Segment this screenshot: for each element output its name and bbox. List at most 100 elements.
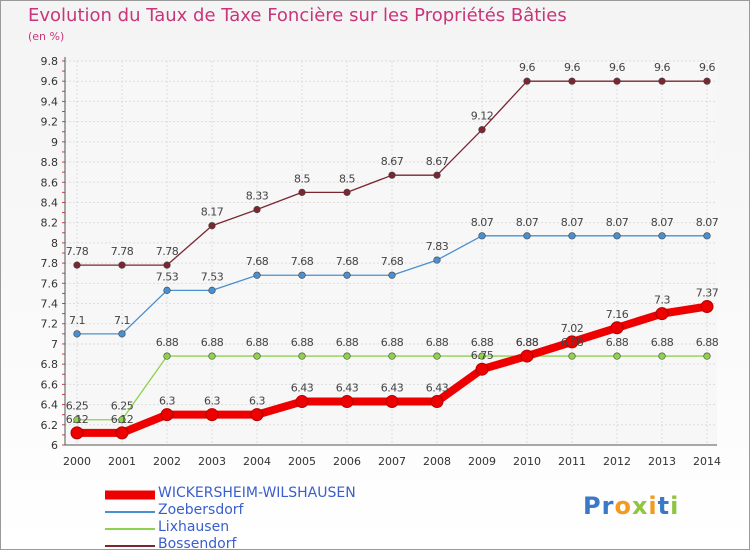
legend-swatch	[105, 510, 155, 513]
data-point-1	[388, 271, 396, 279]
data-label-1: 7.68	[336, 255, 359, 268]
data-label-2: 6.25	[66, 400, 89, 413]
x-tick-label: 2010	[513, 455, 541, 468]
data-point-2	[613, 352, 621, 360]
data-point-2	[208, 352, 216, 360]
data-point-1	[568, 232, 576, 240]
y-tick-label: 6.6	[41, 378, 59, 391]
data-label-1: 8.07	[561, 216, 584, 229]
data-label-1: 7.68	[246, 255, 269, 268]
proxiti-logo: Proxiti	[583, 492, 680, 520]
data-point-0	[610, 321, 624, 335]
data-label-0: 6.3	[204, 395, 220, 408]
data-point-3	[343, 188, 351, 196]
data-label-2: 6.88	[291, 336, 314, 349]
y-tick-label: 7.6	[41, 277, 59, 290]
x-tick-label: 2013	[648, 455, 676, 468]
data-label-2: 6.88	[516, 336, 539, 349]
data-label-3: 8.5	[294, 172, 310, 185]
data-point-3	[208, 222, 216, 230]
data-point-1	[523, 232, 531, 240]
y-tick-label: 7.2	[41, 318, 59, 331]
data-label-3: 7.78	[156, 245, 179, 258]
data-point-2	[73, 416, 81, 424]
data-point-2	[568, 352, 576, 360]
data-point-3	[73, 261, 81, 269]
data-label-0: 6.12	[111, 413, 134, 426]
data-label-3: 9.12	[471, 110, 494, 123]
data-point-2	[478, 352, 486, 360]
data-point-0	[385, 395, 399, 409]
data-point-0	[565, 335, 579, 349]
y-tick-label: 9.8	[41, 55, 59, 68]
data-point-2	[118, 416, 126, 424]
y-tick-label: 6.2	[41, 419, 59, 432]
data-point-1	[703, 232, 711, 240]
data-point-3	[163, 261, 171, 269]
x-tick-label: 2003	[198, 455, 226, 468]
data-point-1	[118, 330, 126, 338]
x-tick-label: 2007	[378, 455, 406, 468]
data-label-2: 6.25	[111, 400, 134, 413]
data-point-1	[208, 286, 216, 294]
chart-title: Evolution du Taux de Taxe Foncière sur l…	[28, 5, 567, 26]
x-tick-label: 2004	[243, 455, 271, 468]
data-label-1: 7.1	[69, 314, 85, 327]
x-tick-label: 2014	[693, 455, 721, 468]
data-point-3	[253, 205, 261, 214]
data-point-0	[520, 349, 534, 363]
data-label-2: 6.88	[336, 336, 359, 349]
data-point-3	[658, 77, 666, 85]
data-label-2: 6.88	[561, 336, 584, 349]
legend-swatch	[105, 490, 155, 499]
y-tick-label: 8	[51, 237, 58, 250]
data-label-2: 6.88	[471, 336, 494, 349]
data-point-1	[253, 271, 261, 279]
data-label-1: 7.1	[114, 314, 130, 327]
data-point-0	[205, 408, 219, 422]
data-point-2	[703, 352, 711, 360]
data-label-0: 6.3	[249, 395, 265, 408]
data-label-0: 7.02	[561, 322, 584, 335]
data-point-3	[298, 188, 306, 196]
data-label-0: 6.43	[336, 382, 359, 395]
data-point-1	[163, 286, 171, 294]
data-label-3: 8.67	[381, 155, 404, 168]
data-point-1	[613, 232, 621, 240]
data-label-2: 6.88	[651, 336, 674, 349]
data-point-0	[70, 426, 84, 440]
data-label-3: 9.6	[519, 61, 535, 74]
data-label-1: 7.68	[381, 255, 404, 268]
data-point-3	[523, 77, 531, 85]
data-label-1: 8.07	[651, 216, 674, 229]
data-label-0: 6.43	[381, 382, 404, 395]
x-tick-label: 2006	[333, 455, 361, 468]
legend-label: Lixhausen	[158, 519, 230, 535]
data-label-1: 7.53	[201, 270, 224, 283]
data-point-0	[655, 307, 669, 321]
data-point-3	[613, 77, 621, 85]
data-point-2	[388, 352, 396, 360]
y-tick-label: 6.8	[41, 358, 59, 371]
x-tick-label: 2009	[468, 455, 496, 468]
data-label-3: 8.67	[426, 155, 449, 168]
data-label-2: 6.88	[201, 336, 224, 349]
y-tick-label: 6	[51, 439, 58, 452]
data-point-0	[250, 408, 264, 422]
data-label-2: 6.88	[606, 336, 629, 349]
data-point-1	[658, 232, 666, 240]
data-label-1: 7.83	[426, 240, 449, 253]
y-tick-label: 9.4	[41, 95, 59, 108]
data-label-0: 7.37	[696, 287, 719, 300]
y-tick-label: 7.4	[41, 298, 59, 311]
legend-label: Bossendorf	[158, 536, 237, 552]
x-tick-label: 2011	[558, 455, 586, 468]
data-label-2: 6.88	[381, 336, 404, 349]
data-label-1: 7.53	[156, 270, 179, 283]
data-point-3	[568, 77, 576, 85]
x-tick-label: 2008	[423, 455, 451, 468]
data-label-0: 7.3	[654, 294, 670, 307]
data-point-0	[700, 300, 714, 314]
data-point-3	[388, 171, 396, 179]
